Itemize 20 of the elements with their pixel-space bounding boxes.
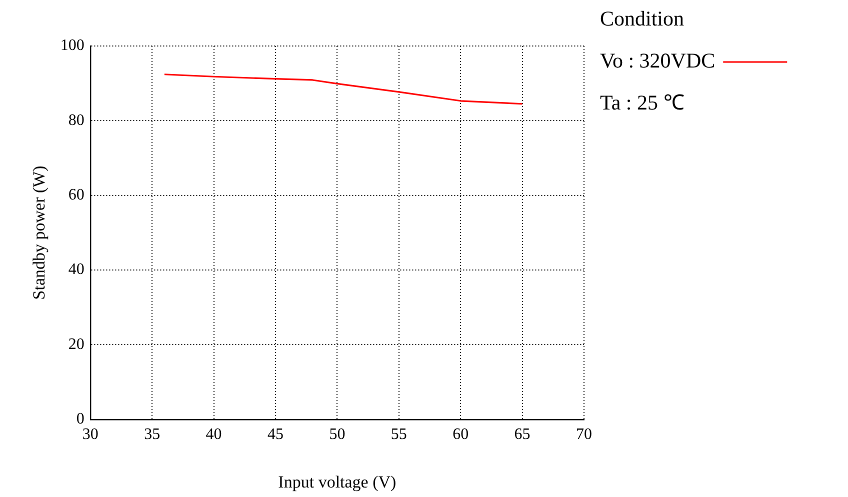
legend-label: Vo : 320VDC bbox=[600, 48, 716, 73]
y-tick-label: 80 bbox=[68, 112, 84, 129]
text: Ta : 25 ℃ bbox=[600, 90, 684, 115]
y-tick-label: 0 bbox=[76, 410, 84, 428]
x-tick-label: 70 bbox=[576, 426, 592, 444]
x-tick-label: 45 bbox=[268, 426, 284, 444]
y-tick-label: 100 bbox=[60, 37, 84, 54]
x-tick-label: 30 bbox=[82, 426, 98, 444]
y-tick-label: 60 bbox=[68, 186, 84, 204]
x-tick-label: 60 bbox=[452, 426, 469, 444]
x-tick-label: 40 bbox=[206, 426, 222, 444]
x-tick-label: 35 bbox=[144, 426, 160, 444]
y-tick-label: 40 bbox=[68, 261, 84, 278]
legend-title: Condition bbox=[600, 6, 685, 31]
x-tick-label: 65 bbox=[514, 426, 530, 444]
x-tick-label: 55 bbox=[390, 426, 407, 444]
x-tick-label: 50 bbox=[329, 426, 346, 444]
x-axis-title: Input voltage (V) bbox=[278, 472, 396, 492]
y-tick-label: 20 bbox=[68, 336, 84, 353]
y-axis-title: Standby power (W) bbox=[30, 166, 49, 300]
